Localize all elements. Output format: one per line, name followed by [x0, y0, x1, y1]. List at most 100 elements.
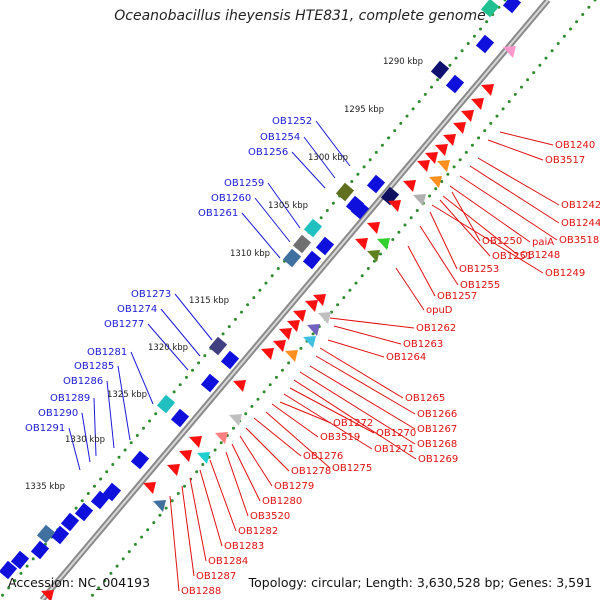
tick-dot: [274, 375, 278, 379]
tick-dot: [256, 397, 260, 401]
tick-dot: [111, 463, 115, 466]
kbp-tick-label: 1320 kbp: [148, 343, 188, 353]
gene-forward-feature: [220, 350, 240, 370]
tick-dot: [336, 303, 340, 307]
leader-line-forward: [68, 427, 81, 471]
gene-reverse-feature: [233, 380, 246, 392]
gene-reverse-feature: [261, 348, 274, 360]
gene-label-reverse: OB1267: [417, 424, 457, 435]
gene-forward-feature: [208, 336, 228, 356]
tick-dot: [423, 92, 427, 96]
gene-forward-feature: [292, 234, 312, 254]
gene-reverse-feature: [425, 152, 438, 164]
leader-line-reverse: [442, 195, 519, 256]
leader-line-reverse: [289, 387, 375, 434]
tick-dot: [354, 281, 358, 285]
gene-forward-feature: [303, 218, 323, 238]
tick-dot: [368, 158, 372, 162]
tick-dot: [440, 180, 444, 183]
gene-reverse-feature: [167, 464, 180, 476]
tick-dot: [387, 136, 391, 140]
gene-reverse-feature: [305, 300, 318, 312]
gene-forward-feature: [50, 525, 70, 545]
leader-line-forward: [81, 412, 91, 463]
gene-reverse-feature: [461, 110, 474, 122]
gene-forward-feature: [350, 200, 370, 220]
leader-line-reverse: [419, 225, 459, 286]
tick-dot: [262, 390, 266, 394]
leader-line-reverse: [309, 365, 416, 430]
leader-line-reverse: [253, 417, 302, 457]
gene-label-forward: OB1273: [131, 289, 171, 300]
leader-line-forward: [160, 308, 201, 357]
tick-dot: [436, 78, 440, 82]
gene-forward-feature: [36, 524, 56, 544]
gene-reverse-feature: [471, 98, 484, 110]
tick-dot: [477, 136, 481, 140]
gene-forward-feature: [156, 394, 176, 414]
gene-label-forward: OB1254: [260, 132, 300, 143]
leader-line-forward: [303, 136, 336, 179]
tick-dot: [409, 216, 413, 220]
gene-forward-feature: [335, 182, 355, 202]
gene-labels: OB1252 OB1254 OB1256 OB1259 OB1260 OB1261 OB12…: [25, 116, 600, 597]
leader-line-reverse: [231, 443, 261, 502]
tick-dot: [556, 42, 560, 45]
gene-label-forward: OB1289: [50, 393, 90, 404]
gene-label-reverse: OB1263: [403, 339, 443, 350]
tick-dot: [154, 412, 158, 416]
gene-reverse-feature: [285, 350, 298, 362]
kbp-tick-label: 1310 kbp: [230, 249, 270, 259]
gene-reverse-feature: [481, 84, 494, 96]
tick-dot: [103, 579, 107, 583]
tick-dot: [434, 187, 438, 191]
tick-dot: [148, 419, 152, 423]
tick-dot: [219, 441, 223, 445]
leader-line-reverse: [395, 267, 425, 311]
gene-reverse-feature: [279, 328, 292, 340]
tick-dot: [99, 477, 103, 481]
gene-reverse-feature: [413, 194, 426, 206]
gene-forward-feature: [90, 490, 110, 510]
tick-dot: [372, 259, 376, 263]
leader-line-reverse: [199, 469, 223, 547]
gene-reverse-feature: [367, 222, 380, 234]
gene-label-reverse: OB1250: [482, 236, 522, 247]
tick-dot: [470, 143, 474, 147]
tick-dot: [164, 506, 168, 510]
tick-dot: [405, 114, 409, 118]
tick-dot: [276, 267, 280, 270]
tick-dot: [152, 521, 156, 525]
gene-reverse-feature: [437, 160, 450, 172]
leader-line-reverse: [327, 339, 385, 358]
tick-dot: [415, 209, 419, 212]
gene-label-reverse: OB1276: [303, 451, 343, 462]
leader-line-reverse: [469, 165, 560, 224]
gene-forward-feature: [502, 0, 522, 14]
gene-forward-feature: [200, 373, 220, 393]
gene-reverse-feature: [388, 200, 401, 212]
tick-dot: [348, 288, 352, 292]
tick-dot: [503, 0, 507, 2]
tick-dot: [299, 346, 303, 350]
tick-dot: [403, 223, 407, 227]
tick-dot: [587, 5, 591, 9]
tick-dot: [25, 564, 29, 568]
gene-forward-feature: [60, 512, 80, 532]
gene-reverse-feature: [453, 122, 466, 134]
kbp-tick-label: 1315 kbp: [189, 296, 229, 306]
tick-dot: [581, 13, 585, 16]
gene-label-reverse: OB1278: [291, 466, 331, 477]
leader-line-reverse: [477, 157, 560, 206]
tick-dot: [495, 114, 499, 118]
leader-line-reverse: [293, 379, 417, 460]
gene-reverse-feature: [355, 238, 368, 250]
gene-label-reverse: OB1244: [561, 218, 600, 229]
tick-dot: [13, 579, 17, 583]
gene-label-reverse: OB1248: [520, 250, 560, 261]
gene-forward-feature: [30, 540, 50, 560]
gene-label-reverse: OB1240: [555, 140, 595, 151]
gene-label-reverse: OB1242: [561, 200, 600, 211]
gene-label-reverse: OB1279: [274, 481, 314, 492]
tick-dot: [417, 100, 421, 104]
